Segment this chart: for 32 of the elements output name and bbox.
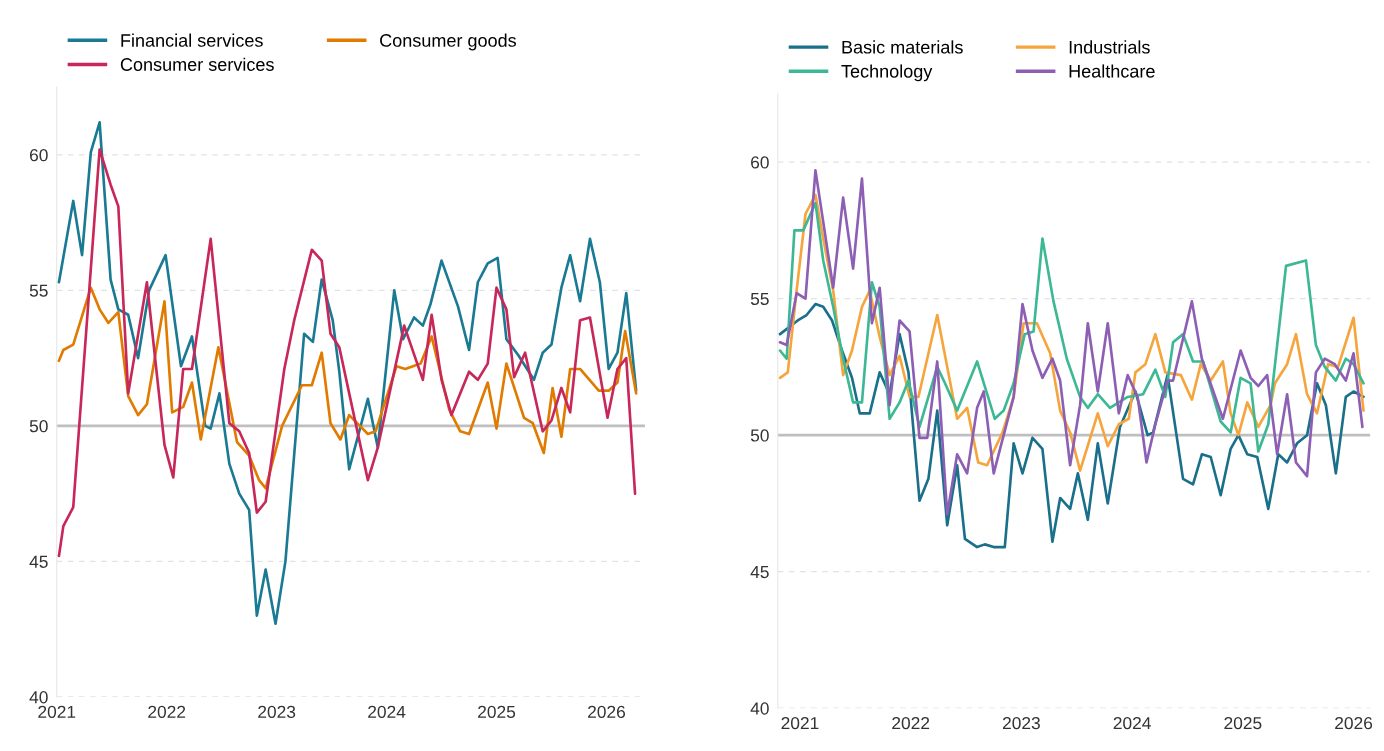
legend-label: Consumer services [120, 57, 274, 71]
y-tick-label: 40 [29, 691, 48, 704]
x-tick-label: 2022 [892, 716, 930, 730]
x-tick-label: 2021 [38, 705, 76, 719]
x-tick-label: 2023 [1002, 716, 1040, 730]
y-tick-label: 55 [29, 284, 48, 297]
y-tick-label: 50 [29, 420, 48, 433]
y-tick-label: 55 [750, 292, 769, 306]
y-tick-label: 60 [751, 156, 769, 169]
legend-label: Healthcare [1069, 64, 1155, 78]
x-tick-label: 2025 [478, 705, 516, 719]
y-tick-label: 45 [750, 566, 769, 579]
legend-label: Financial services [121, 33, 263, 47]
x-tick-label: 2022 [148, 705, 186, 719]
x-tick-label: 2023 [258, 705, 296, 719]
line-series [57, 148, 637, 558]
y-tick-label: 60 [29, 149, 48, 162]
legend-label: Consumer goods [380, 33, 517, 51]
x-tick-label: 2021 [781, 716, 819, 730]
y-tick-label: 40 [750, 702, 769, 715]
legend-label: Industrials [1069, 40, 1150, 54]
y-tick-label: 45 [29, 555, 48, 568]
y-tick-label: 50 [750, 429, 769, 442]
legend-label: Basic materials [842, 40, 963, 54]
x-tick-label: 2024 [1113, 716, 1151, 730]
x-tick-label: 2026 [588, 705, 626, 719]
line-series [778, 169, 1364, 516]
legend-label: Technology [841, 64, 933, 82]
x-tick-label: 2025 [1224, 716, 1262, 730]
x-tick-label: 2024 [368, 705, 406, 719]
x-tick-label: 2026 [1335, 716, 1373, 730]
line-series [57, 121, 638, 626]
